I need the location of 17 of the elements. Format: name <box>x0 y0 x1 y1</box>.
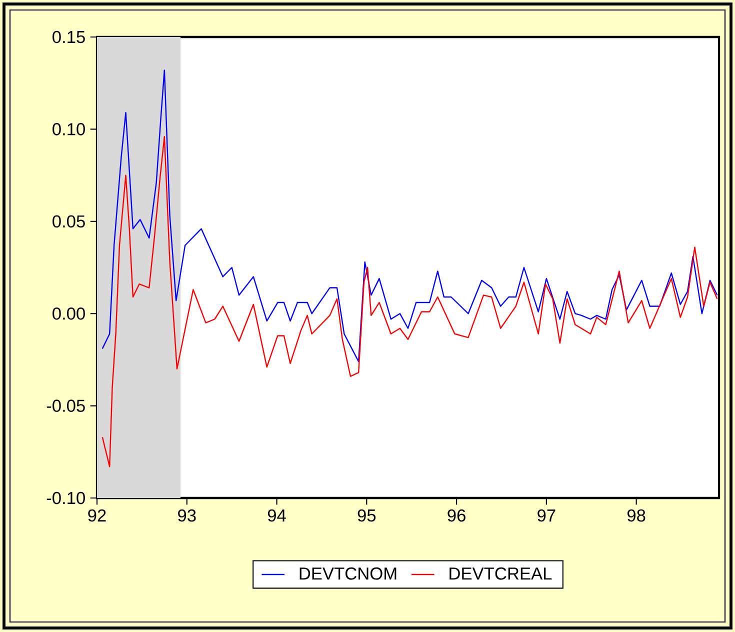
y-tick-label: -0.05 <box>46 400 85 412</box>
y-tick-label: -0.10 <box>46 492 85 504</box>
x-tick-label: 96 <box>448 509 466 522</box>
y-tick-label: 0.10 <box>52 123 85 136</box>
y-tick-label: 0.15 <box>52 30 85 44</box>
x-tick-label: 93 <box>178 509 196 522</box>
x-tick-label: 92 <box>88 509 106 522</box>
x-tick-label: 98 <box>627 509 646 522</box>
x-tick-label: 95 <box>358 509 376 522</box>
line-series <box>102 136 718 468</box>
x-tick-label: 94 <box>268 509 286 522</box>
x-tick-label: 97 <box>538 509 556 522</box>
y-tick-label: 0.00 <box>52 307 85 320</box>
legend-label: DEVTCNOM <box>300 567 396 580</box>
line-series <box>102 70 718 362</box>
y-tick-label: 0.05 <box>52 215 85 228</box>
legend-label: DEVTCREAL <box>450 567 552 580</box>
